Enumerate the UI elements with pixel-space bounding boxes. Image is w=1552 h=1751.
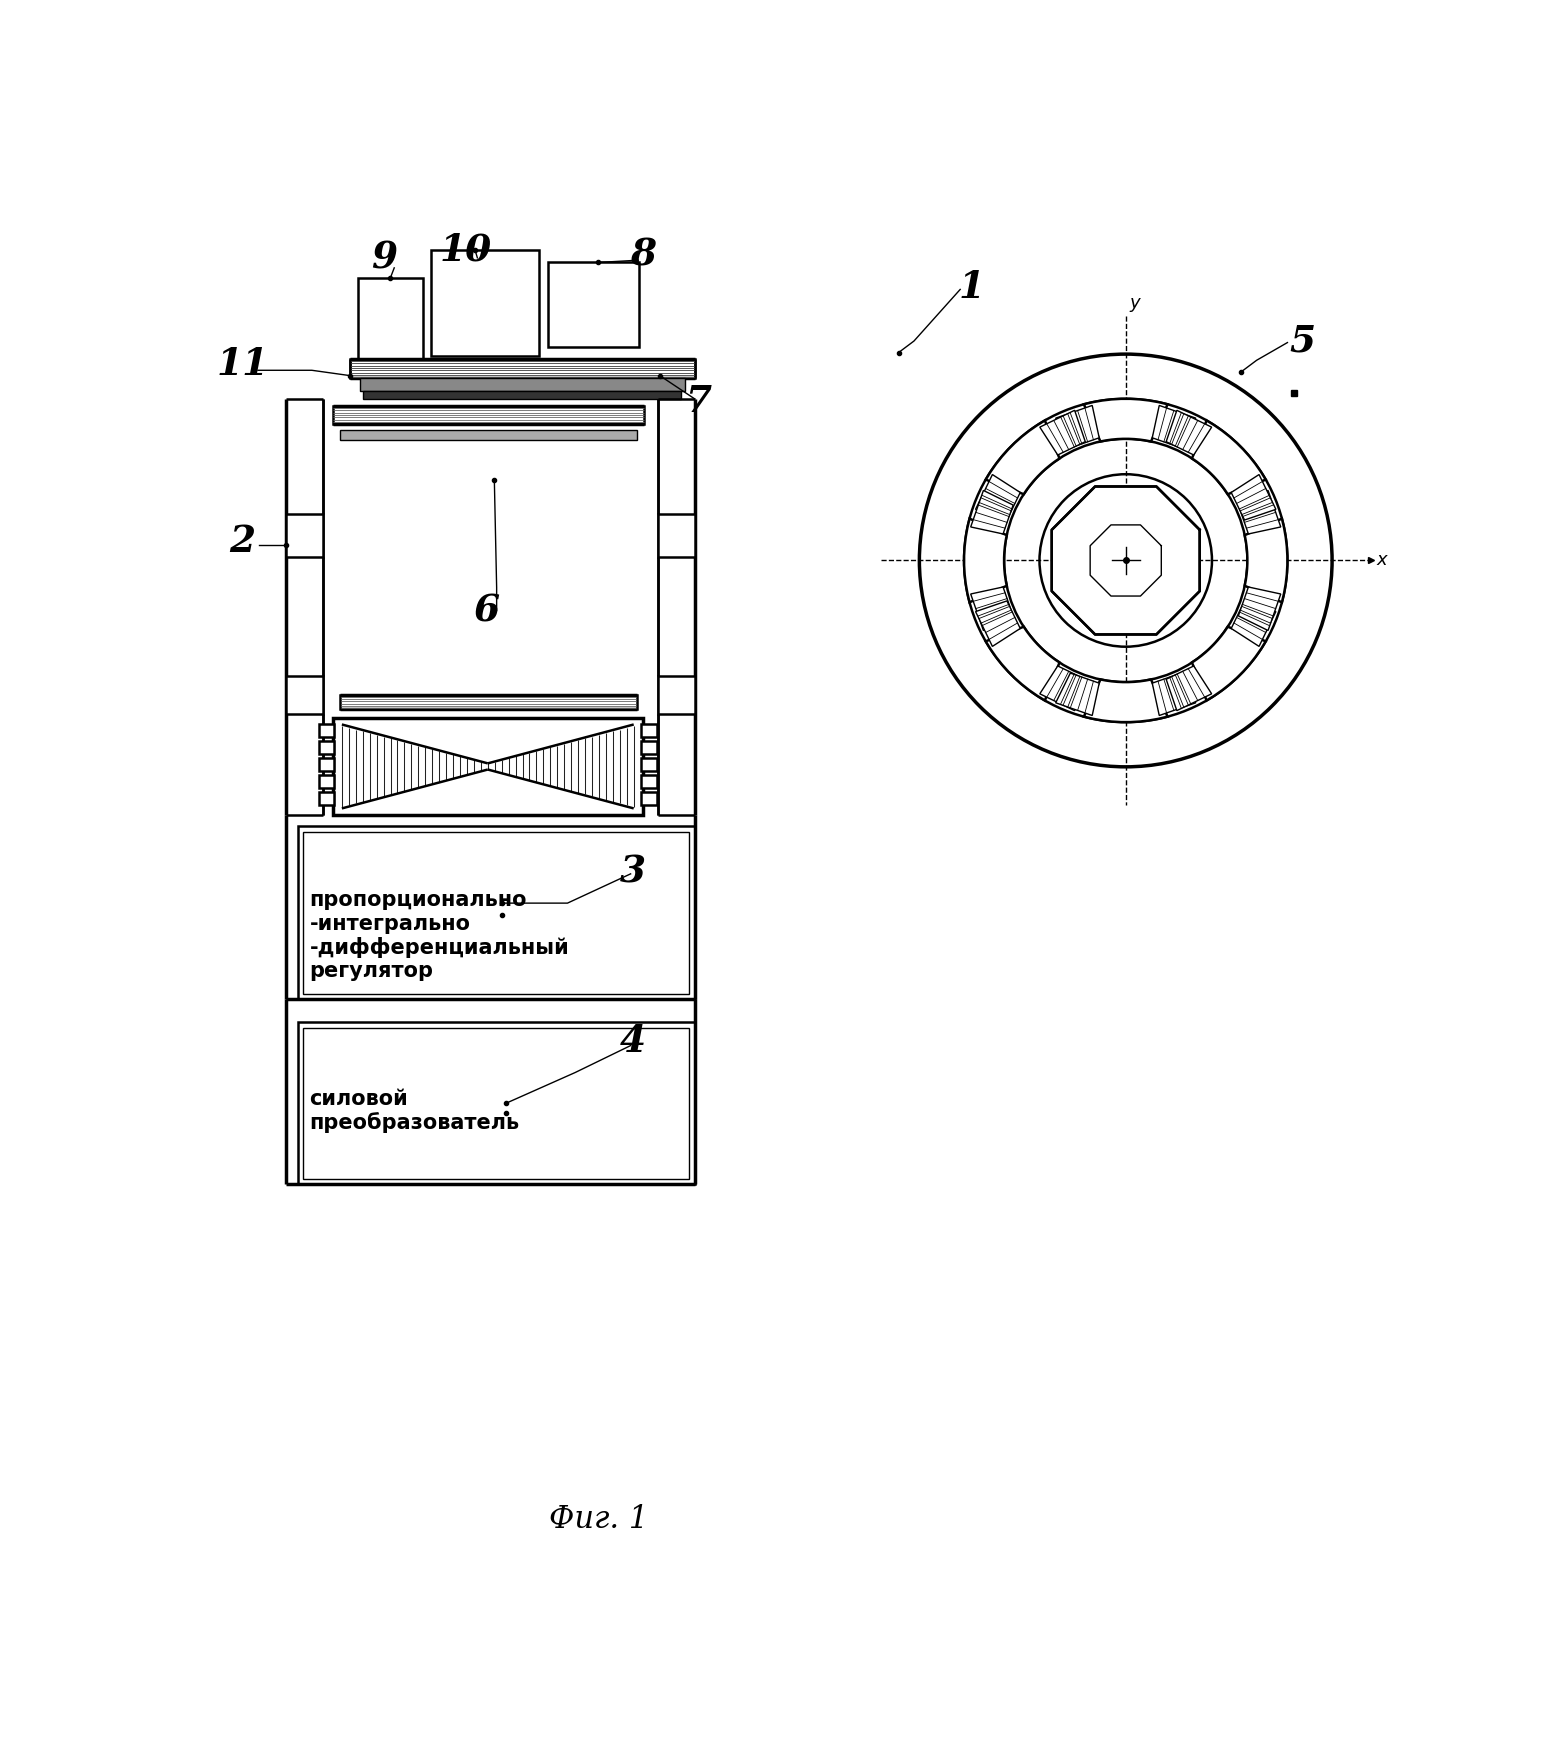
Bar xyxy=(431,250,539,357)
Bar xyxy=(351,359,695,378)
Bar xyxy=(641,725,656,737)
Polygon shape xyxy=(1166,410,1212,455)
Text: Фиг. 1: Фиг. 1 xyxy=(549,1504,647,1534)
Text: 3: 3 xyxy=(619,854,646,891)
Bar xyxy=(641,776,656,788)
Polygon shape xyxy=(986,627,1060,700)
Polygon shape xyxy=(1040,410,1085,455)
Bar xyxy=(298,1023,695,1184)
Text: 8: 8 xyxy=(630,236,656,273)
Bar xyxy=(287,515,323,557)
Bar xyxy=(641,741,656,753)
Bar xyxy=(298,826,695,1000)
Text: x: x xyxy=(1377,552,1387,569)
Bar xyxy=(332,406,644,424)
Bar xyxy=(318,725,334,737)
Polygon shape xyxy=(1083,679,1167,721)
Polygon shape xyxy=(1238,587,1280,630)
Text: 2: 2 xyxy=(228,524,255,560)
Text: 7: 7 xyxy=(686,382,711,420)
Polygon shape xyxy=(970,490,1013,534)
Polygon shape xyxy=(1245,518,1287,602)
Text: пропорционально
-интегрально
-дифференциальный
регулятор: пропорционально -интегрально -дифференци… xyxy=(309,891,570,981)
Text: 6: 6 xyxy=(473,592,500,629)
Polygon shape xyxy=(976,601,1020,646)
Bar xyxy=(303,1028,689,1178)
Bar xyxy=(363,390,681,399)
Bar xyxy=(303,832,689,995)
Bar xyxy=(658,676,695,714)
Polygon shape xyxy=(964,518,1007,602)
Bar xyxy=(340,429,636,440)
Text: 9: 9 xyxy=(371,240,397,277)
Bar xyxy=(360,378,686,390)
Bar xyxy=(340,695,636,709)
Polygon shape xyxy=(1055,672,1099,716)
Text: 1: 1 xyxy=(959,268,986,306)
Polygon shape xyxy=(976,475,1020,520)
Polygon shape xyxy=(1083,399,1167,441)
Bar xyxy=(641,791,656,804)
Polygon shape xyxy=(1040,665,1085,711)
Polygon shape xyxy=(1231,475,1276,520)
Polygon shape xyxy=(1152,672,1195,716)
Polygon shape xyxy=(1166,665,1212,711)
Text: y: y xyxy=(1130,294,1141,312)
Bar xyxy=(318,758,334,770)
Polygon shape xyxy=(1192,627,1266,700)
Bar xyxy=(318,791,334,804)
Bar xyxy=(287,676,323,714)
Text: силовой
преобразователь: силовой преобразователь xyxy=(309,1089,520,1133)
Polygon shape xyxy=(1192,420,1266,494)
Bar xyxy=(658,515,695,557)
Polygon shape xyxy=(1152,406,1195,448)
Bar xyxy=(318,741,334,753)
Text: 11: 11 xyxy=(216,345,268,383)
Polygon shape xyxy=(1052,487,1200,634)
Bar xyxy=(641,758,656,770)
Text: 4: 4 xyxy=(619,1023,646,1059)
Bar xyxy=(548,263,639,347)
Text: 10: 10 xyxy=(439,231,492,268)
Polygon shape xyxy=(1231,601,1276,646)
Polygon shape xyxy=(970,587,1013,630)
Polygon shape xyxy=(1055,406,1099,448)
Bar xyxy=(318,776,334,788)
Bar xyxy=(332,718,643,814)
Polygon shape xyxy=(986,420,1060,494)
Polygon shape xyxy=(1238,490,1280,534)
Bar xyxy=(359,278,424,359)
Text: 5: 5 xyxy=(1290,322,1316,359)
